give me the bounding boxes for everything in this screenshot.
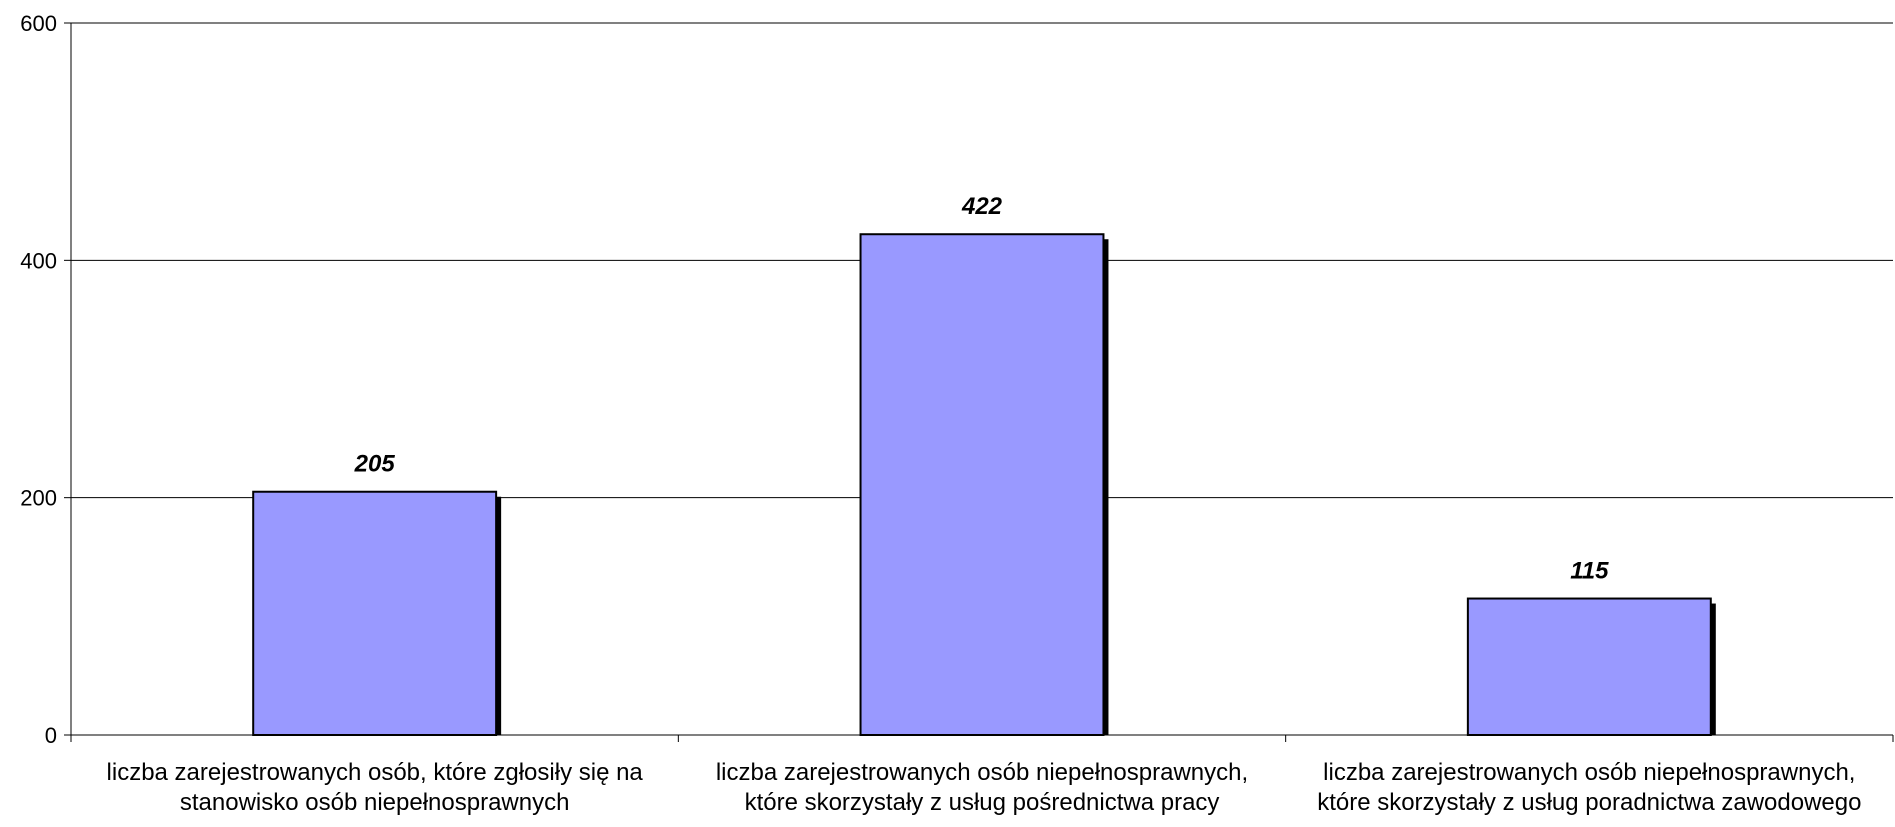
data-labels: 205 422 115 — [354, 193, 1609, 584]
y-tick-label: 600 — [20, 11, 57, 36]
category-label: liczba zarejestrowanych osób, które zgło… — [107, 759, 644, 786]
y-tick-label: 0 — [45, 723, 57, 748]
category-label: stanowisko osób niepełnosprawnych — [180, 789, 570, 816]
category-label: które skorzystały z usług poradnictwa za… — [1317, 789, 1861, 816]
category-label: które skorzystały z usług pośrednictwa p… — [745, 789, 1220, 816]
data-label: 115 — [1570, 558, 1609, 585]
bars — [252, 233, 1716, 737]
y-tick-labels: 0 200 400 600 — [20, 11, 57, 748]
bar — [1466, 597, 1712, 736]
y-tick-label: 200 — [20, 486, 57, 511]
bar — [859, 233, 1105, 737]
data-label: 422 — [961, 193, 1003, 220]
category-labels: liczba zarejestrowanych osób, które zgło… — [107, 759, 1862, 816]
data-label: 205 — [354, 451, 396, 478]
y-tick-label: 400 — [20, 248, 57, 273]
category-label: liczba zarejestrowanych osób niepełnospr… — [1323, 759, 1855, 786]
category-label: liczba zarejestrowanych osób niepełnospr… — [716, 759, 1248, 786]
bar — [252, 490, 498, 736]
